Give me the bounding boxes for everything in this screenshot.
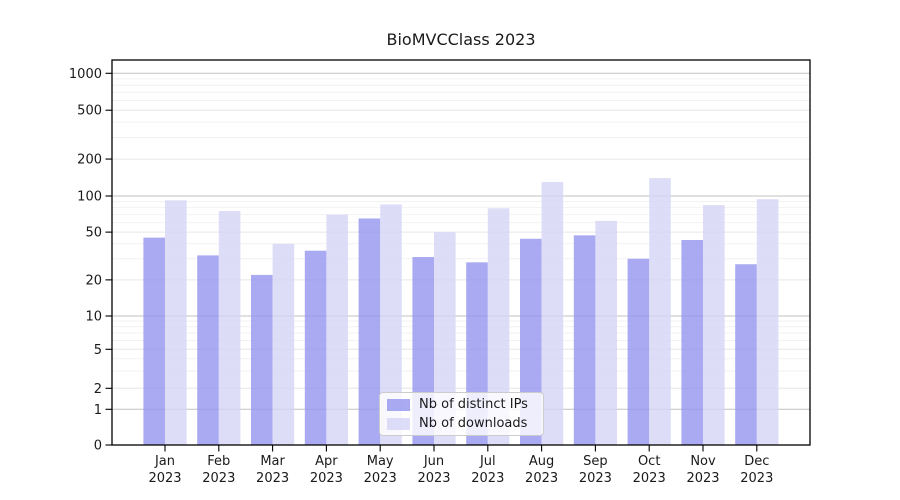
y-tick-label: 100 bbox=[77, 190, 102, 205]
x-tick-label: Feb bbox=[207, 454, 230, 469]
bar-distinct-ips-dec bbox=[735, 264, 757, 445]
bar-downloads-jun bbox=[434, 232, 456, 445]
bar-downloads-nov bbox=[703, 205, 725, 445]
plot-frame bbox=[111, 59, 811, 446]
x-tick-year-label: 2023 bbox=[364, 471, 397, 486]
y-tick-label: 1 bbox=[94, 403, 102, 418]
x-tick-year-label: 2023 bbox=[525, 471, 558, 486]
x-tick-year-label: 2023 bbox=[256, 471, 289, 486]
x-tick-year-label: 2023 bbox=[417, 471, 450, 486]
y-tick-label: 5 bbox=[94, 343, 102, 358]
bar-downloads-oct bbox=[649, 178, 671, 446]
x-tick-label: Apr bbox=[315, 454, 338, 469]
x-tick-label: Mar bbox=[260, 454, 285, 469]
x-tick-year-label: 2023 bbox=[686, 471, 719, 486]
y-tick-label: 20 bbox=[85, 273, 102, 288]
x-tick-label: Sep bbox=[583, 454, 608, 469]
bar-distinct-ips-sep bbox=[573, 235, 596, 445]
x-tick-label: Aug bbox=[529, 454, 554, 469]
x-tick-year-label: 2023 bbox=[740, 471, 773, 486]
bar-downloads-feb bbox=[218, 210, 241, 445]
bar-downloads-apr bbox=[326, 214, 348, 445]
legend-swatch-distinct-ips bbox=[387, 398, 410, 411]
bar-distinct-ips-may bbox=[358, 218, 381, 445]
x-tick-label: Jun bbox=[423, 454, 444, 469]
y-tick-label: 1000 bbox=[69, 67, 102, 82]
y-tick-label: 2 bbox=[94, 382, 102, 397]
legend-label-distinct-ips: Nb of distinct IPs bbox=[419, 397, 528, 412]
legend-item-ips: Nb of distinct IPs bbox=[387, 397, 543, 413]
bar-downloads-sep bbox=[595, 220, 617, 445]
x-tick-label: Jan bbox=[154, 454, 175, 469]
legend-item-downloads: Nb of downloads bbox=[387, 416, 543, 432]
y-tick-label: 10 bbox=[85, 310, 102, 325]
x-tick-year-label: 2023 bbox=[471, 471, 504, 486]
x-tick-label: May bbox=[367, 454, 394, 469]
legend: Nb of distinct IPs Nb of downloads bbox=[379, 392, 544, 436]
x-tick-label: Dec bbox=[744, 454, 769, 469]
bar-distinct-ips-feb bbox=[197, 255, 219, 445]
bar-downloads-mar bbox=[272, 243, 295, 445]
y-tick-label: 50 bbox=[85, 226, 102, 241]
x-tick-year-label: 2023 bbox=[579, 471, 612, 486]
chart-title: BioMVCClass 2023 bbox=[386, 30, 536, 49]
bar-downloads-jul bbox=[487, 208, 510, 445]
x-tick-year-label: 2023 bbox=[633, 471, 666, 486]
x-tick-year-label: 2023 bbox=[202, 471, 235, 486]
bar-downloads-dec bbox=[756, 199, 779, 445]
bar-distinct-ips-mar bbox=[251, 274, 273, 445]
x-tick-year-label: 2023 bbox=[310, 471, 343, 486]
bar-distinct-ips-nov bbox=[681, 239, 703, 445]
legend-swatch-downloads bbox=[387, 417, 410, 430]
y-tick-label: 200 bbox=[77, 153, 102, 168]
y-tick-label: 500 bbox=[77, 104, 102, 119]
x-tick-label: Jul bbox=[479, 454, 496, 469]
y-tick-label: 0 bbox=[94, 439, 102, 454]
bar-downloads-jan bbox=[165, 200, 187, 445]
bar-distinct-ips-oct bbox=[627, 258, 650, 445]
x-tick-label: Nov bbox=[690, 454, 716, 469]
bar-downloads-may bbox=[380, 204, 402, 445]
bar-downloads-aug bbox=[541, 182, 564, 445]
bar-distinct-ips-apr bbox=[304, 250, 327, 445]
legend-label-downloads: Nb of downloads bbox=[419, 416, 528, 431]
x-tick-year-label: 2023 bbox=[148, 471, 181, 486]
bar-distinct-ips-jan bbox=[143, 237, 165, 445]
x-tick-label: Oct bbox=[638, 454, 660, 469]
